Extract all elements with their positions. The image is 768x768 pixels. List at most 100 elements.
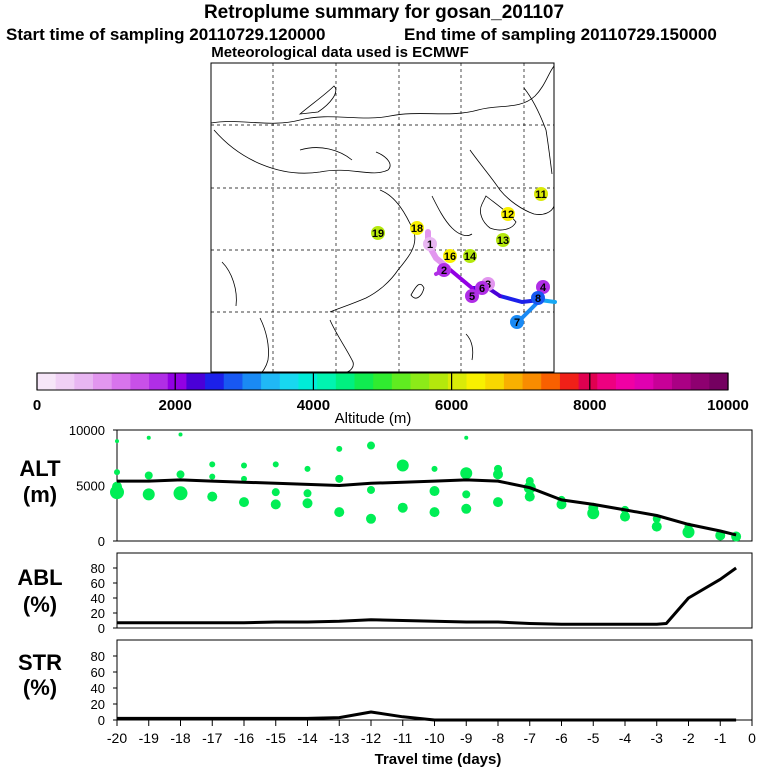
colorbar-swatch [167, 373, 188, 390]
particle-cluster-dot [271, 488, 280, 497]
x-tick-label: -15 [266, 730, 286, 746]
particle-cluster-dot [367, 441, 375, 450]
series-line [117, 566, 737, 626]
particle-cluster-dot [462, 490, 471, 499]
particle-cluster-dot [493, 497, 503, 508]
colorbar-swatch [186, 373, 206, 390]
colorbar-swatch [317, 373, 337, 390]
day-marker-label: 11 [535, 189, 547, 201]
x-tick-label: -2 [682, 730, 695, 746]
colorbar-swatch [709, 373, 729, 390]
particle-cluster-dot [272, 461, 279, 468]
colorbar-swatch [261, 373, 281, 390]
x-tick-label: -1 [714, 730, 727, 746]
day-markers: 1234567811121314161819 [371, 187, 550, 329]
x-tick-label: -7 [524, 730, 537, 746]
particle-cluster-dot [429, 486, 440, 497]
colorbar-swatch [130, 373, 150, 390]
colorbar-swatch [335, 373, 356, 390]
colorbar-swatch [354, 373, 374, 390]
x-tick-label: -11 [393, 730, 412, 746]
colorbar-swatch [74, 373, 94, 390]
day-marker [510, 315, 524, 329]
x-tick-label: -8 [492, 730, 505, 746]
colorbar-swatch [634, 373, 654, 390]
met-data-label: Meteorological data used is ECMWF [211, 44, 469, 61]
colorbar-swatch [223, 373, 244, 390]
particle-cluster-dot [144, 471, 153, 480]
particle-cluster-dot [142, 488, 155, 501]
day-marker [463, 249, 477, 263]
colorbar-swatch [485, 373, 505, 390]
x-tick-label: -19 [139, 730, 159, 746]
day-marker [443, 249, 457, 263]
particle-cluster-dot [209, 461, 216, 468]
particle-cluster-dot [620, 511, 630, 522]
particle-cluster-dot [460, 467, 473, 480]
particle-cluster-dot [336, 445, 343, 452]
colorbar-title: Altitude (m) [335, 410, 412, 427]
y-tick-label: 0 [98, 713, 105, 728]
colorbar-swatch [653, 373, 673, 390]
y-tick-label: 60 [91, 665, 105, 680]
panel-label: ABL [17, 565, 62, 590]
map-panel: 1234567811121314161819 [210, 62, 557, 373]
day-marker [437, 263, 451, 277]
day-marker [423, 237, 437, 251]
colorbar-swatch [111, 373, 131, 390]
colorbar-tick-label: 2000 [159, 397, 192, 414]
colorbar-swatch [522, 373, 542, 390]
panel-unit: (%) [23, 675, 57, 700]
colorbar-tick-label: 0 [33, 397, 41, 414]
x-tick-label: -3 [651, 730, 664, 746]
particle-cluster-dot [114, 469, 120, 476]
panel-frame [116, 429, 753, 542]
colorbar-swatch [597, 373, 617, 390]
day-marker-label: 14 [464, 251, 477, 263]
particle-cluster-dot [367, 485, 375, 494]
day-marker-label: 16 [444, 251, 456, 263]
colorbar-swatch [205, 373, 225, 390]
day-marker-label: 13 [497, 235, 509, 247]
y-tick-label: 80 [91, 649, 105, 664]
particle-cluster-dot [431, 465, 438, 472]
particle-cluster-dot [304, 465, 311, 472]
particle-cluster-dot [241, 475, 247, 482]
day-marker-label: 18 [411, 223, 423, 235]
panel-unit: (%) [23, 592, 57, 617]
day-marker-label: 4 [540, 282, 547, 294]
particle-cluster-dot [239, 497, 249, 508]
y-tick-label: 20 [91, 606, 105, 621]
y-tick-label: 20 [91, 697, 105, 712]
particle-cluster-dot [241, 462, 247, 469]
x-tick-label: -4 [619, 730, 632, 746]
colorbar-swatch [149, 373, 169, 390]
day-marker [465, 289, 479, 303]
day-marker [531, 291, 545, 305]
colorbar-swatch [671, 373, 692, 390]
time-series-panels: ALT(m)1000050000ABL(%)806040200STR(%)806… [17, 423, 753, 728]
day-marker-label: 8 [535, 293, 541, 305]
x-tick-label: -5 [587, 730, 600, 746]
particle-cluster-dot [525, 477, 534, 486]
particle-cluster-dot [146, 435, 151, 440]
particle-cluster-dot [429, 507, 440, 518]
y-tick-label: 0 [98, 534, 105, 549]
start-time-label: Start time of sampling 20110729.120000 [6, 25, 326, 44]
colorbar-swatch [391, 373, 412, 390]
panel-frame [116, 639, 753, 721]
particle-cluster-dot [173, 486, 188, 501]
particle-cluster-dot [112, 481, 122, 492]
particle-cluster-dot [178, 432, 183, 437]
series-line [117, 478, 737, 537]
day-marker-label: 19 [372, 228, 384, 240]
colorbar-tick-label: 4000 [297, 397, 330, 414]
y-tick-label: 0 [98, 621, 105, 636]
x-tick-label: -6 [555, 730, 568, 746]
chart-title: Retroplume summary for gosan_201107 [203, 2, 565, 23]
altitude-colorbar: 0 2000 4000 6000 8000 10000 [33, 372, 749, 414]
colorbar-tick-label: 8000 [573, 397, 606, 414]
x-tick-label: -16 [234, 730, 254, 746]
